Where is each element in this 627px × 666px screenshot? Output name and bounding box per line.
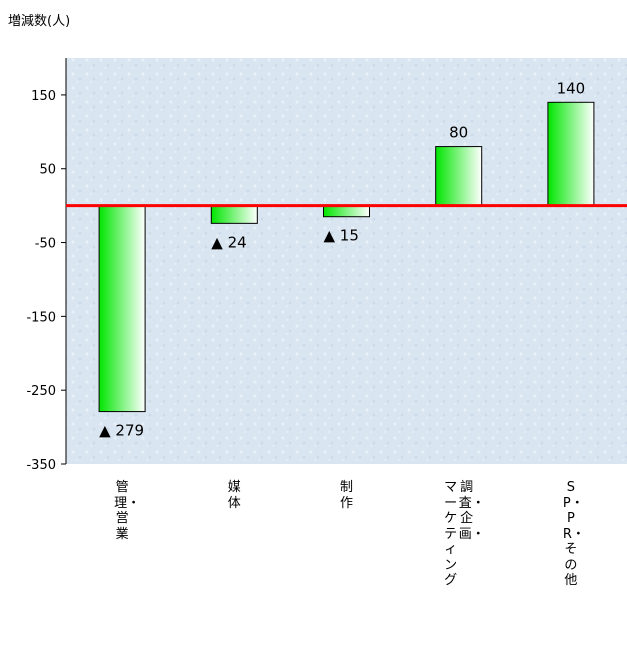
bar bbox=[435, 146, 483, 207]
x-category-label: 調査・企画・ bbox=[458, 480, 485, 542]
bar bbox=[210, 205, 258, 224]
data-label: ▲ 15 bbox=[324, 227, 359, 245]
y-axis-unit-label: 増減数(人) bbox=[8, 14, 71, 29]
data-label: 80 bbox=[449, 124, 468, 142]
data-label: ▲ 24 bbox=[211, 233, 246, 251]
y-tick-label: 50 bbox=[39, 163, 56, 178]
y-tick-label: -350 bbox=[26, 458, 56, 473]
y-tick-label: -150 bbox=[26, 310, 56, 325]
bar bbox=[547, 101, 595, 207]
x-category-label: 制作 bbox=[339, 480, 353, 511]
bar bbox=[98, 205, 146, 413]
plot-area bbox=[66, 58, 627, 464]
y-tick-label: -50 bbox=[35, 237, 56, 252]
x-category-label: 管理・営業 bbox=[114, 480, 141, 542]
y-tick-label: -250 bbox=[26, 384, 56, 399]
x-category-label: マーケティング bbox=[444, 480, 458, 588]
data-label: ▲ 279 bbox=[99, 422, 144, 440]
bar bbox=[323, 205, 370, 218]
x-category-label: SP・PR・その他 bbox=[562, 480, 585, 588]
data-label: 140 bbox=[557, 79, 586, 97]
y-tick-label: 150 bbox=[31, 89, 56, 104]
x-category-label: 媒体 bbox=[227, 480, 241, 511]
